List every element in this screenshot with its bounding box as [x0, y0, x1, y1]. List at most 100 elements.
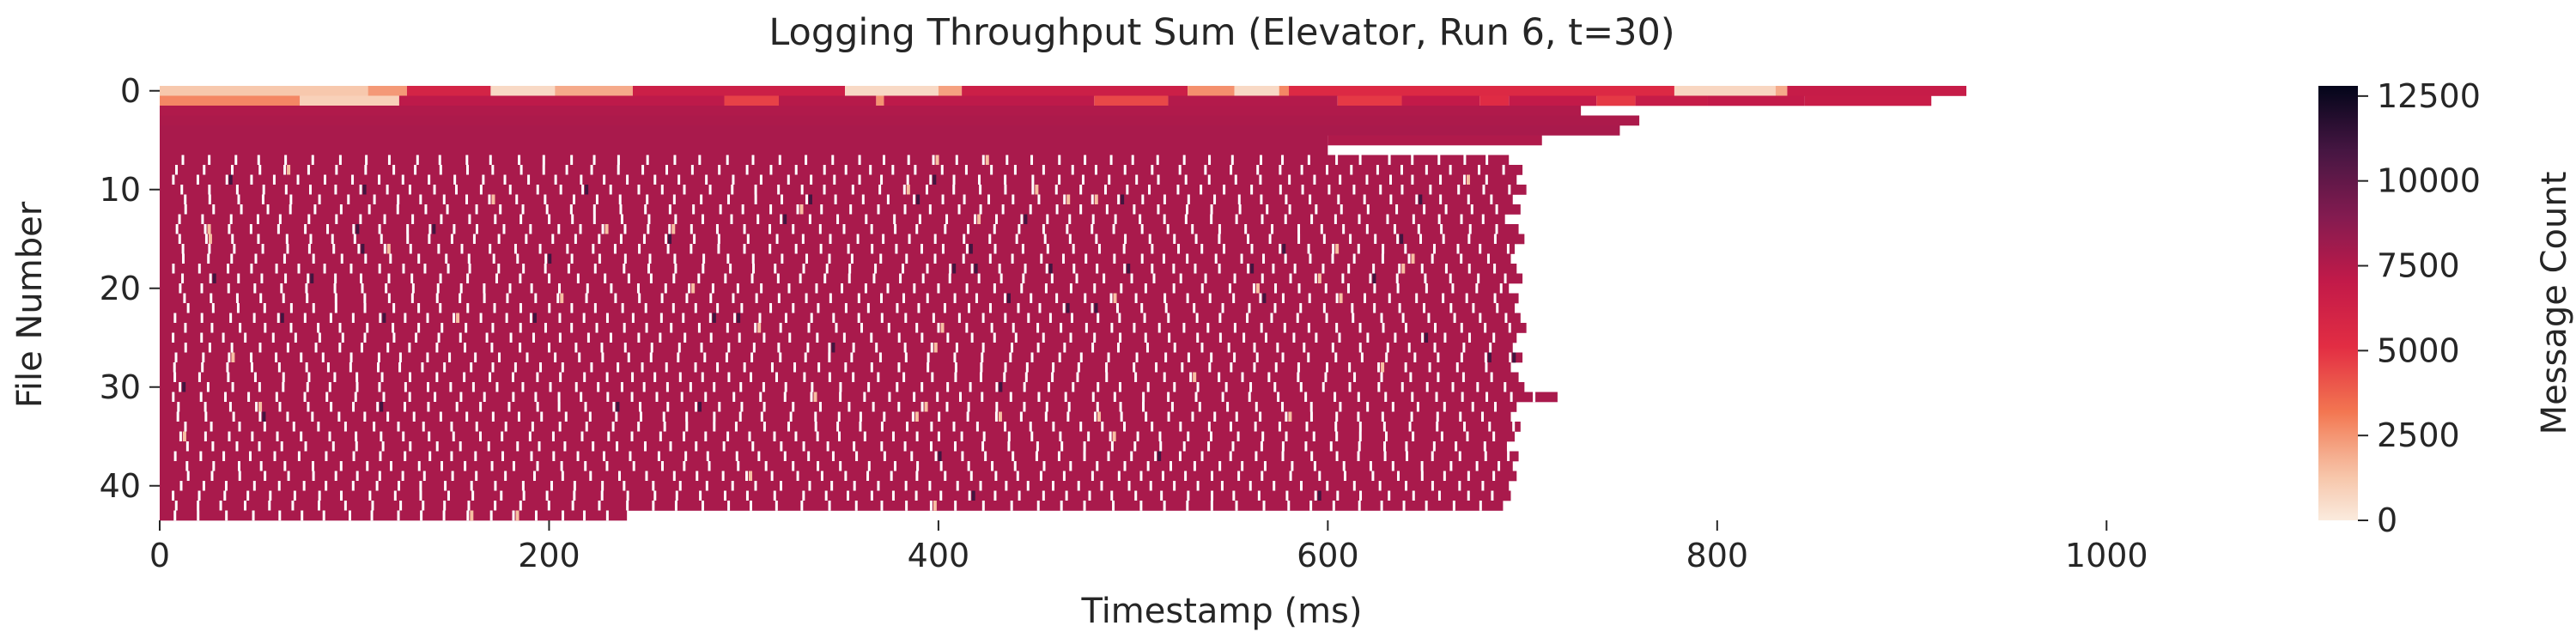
heatmap-gap: [647, 214, 651, 225]
heatmap-gap: [1003, 293, 1006, 304]
heatmap-gap: [1379, 185, 1382, 195]
heatmap-gap: [1072, 264, 1076, 274]
heatmap-gap: [565, 165, 568, 175]
heatmap-gap: [1398, 264, 1401, 274]
heatmap-gap: [644, 303, 647, 313]
heatmap-gap: [271, 332, 275, 343]
heatmap-gap: [937, 431, 940, 442]
heatmap-gap: [853, 441, 856, 452]
heatmap-cell: [813, 392, 817, 403]
heatmap-gap: [1108, 174, 1111, 185]
heatmap-gap: [1279, 185, 1282, 195]
heatmap-gap: [886, 283, 890, 294]
heatmap-gap: [504, 471, 507, 482]
heatmap-gap: [317, 422, 320, 432]
heatmap-gap: [1157, 204, 1160, 215]
heatmap-gap: [289, 303, 293, 313]
heatmap-gap: [1449, 461, 1453, 471]
heatmap-gap: [1161, 471, 1164, 482]
heatmap-gap: [1013, 461, 1017, 471]
heatmap-gap: [399, 501, 403, 511]
heatmap-gap: [494, 214, 497, 225]
heatmap-gap: [379, 313, 382, 324]
heatmap-gap: [981, 313, 985, 324]
heatmap-gap: [1228, 283, 1231, 294]
heatmap-gap: [491, 411, 495, 422]
heatmap-gap: [1191, 224, 1194, 234]
heatmap-gap: [202, 352, 205, 363]
heatmap-gap: [534, 293, 538, 304]
heatmap-gap: [708, 313, 712, 324]
heatmap-gap: [598, 253, 601, 264]
heatmap-gap: [1247, 234, 1250, 245]
heatmap-gap: [969, 471, 973, 482]
heatmap-gap: [1077, 481, 1080, 491]
heatmap-cell: [969, 244, 973, 254]
heatmap-gap: [181, 273, 185, 284]
heatmap-gap: [743, 244, 746, 254]
heatmap-gap: [1383, 441, 1387, 452]
heatmap-gap: [283, 253, 286, 264]
heatmap-gap: [759, 174, 762, 185]
heatmap-gap: [968, 490, 971, 501]
heatmap-gap: [702, 264, 705, 274]
heatmap-gap: [185, 461, 189, 471]
heatmap-gap: [1400, 185, 1404, 195]
heatmap-gap: [1193, 461, 1196, 471]
heatmap-gap: [542, 165, 545, 175]
heatmap-gap: [357, 244, 361, 254]
heatmap-gap: [979, 204, 982, 215]
heatmap-gap: [1020, 214, 1024, 225]
heatmap-gap: [1283, 323, 1286, 333]
heatmap-gap: [309, 234, 313, 245]
heatmap-gap: [1184, 471, 1188, 482]
heatmap-gap: [1177, 244, 1181, 254]
heatmap-gap: [277, 362, 281, 373]
heatmap-gap: [913, 194, 916, 205]
heatmap-gap: [990, 165, 993, 175]
heatmap-gap: [636, 283, 640, 294]
heatmap-gap: [1380, 313, 1383, 324]
heatmap-gap: [579, 224, 582, 234]
heatmap-gap: [312, 471, 315, 482]
heatmap-gap: [227, 372, 230, 383]
heatmap-gap: [1069, 461, 1072, 471]
heatmap-gap: [1495, 224, 1498, 234]
heatmap-gap: [361, 283, 364, 294]
heatmap-gap: [1437, 214, 1441, 225]
heatmap-gap: [440, 323, 444, 333]
heatmap-gap: [600, 343, 604, 353]
heatmap-gap: [987, 194, 990, 205]
heatmap-gap: [817, 362, 821, 373]
heatmap-gap: [1079, 204, 1083, 215]
heatmap-gap: [467, 501, 471, 511]
heatmap-gap: [1139, 501, 1143, 511]
heatmap-gap: [557, 402, 561, 412]
heatmap-gap: [1013, 165, 1017, 175]
heatmap-gap: [1169, 461, 1172, 471]
heatmap-cell: [605, 224, 609, 234]
heatmap-gap: [439, 165, 442, 175]
heatmap-gap: [200, 313, 204, 324]
heatmap-gap: [844, 303, 848, 313]
heatmap-gap: [227, 264, 230, 274]
heatmap-gap: [1005, 481, 1008, 491]
heatmap-gap: [1284, 253, 1287, 264]
heatmap-gap: [1425, 501, 1428, 511]
heatmap-gap: [318, 501, 321, 511]
heatmap-gap: [262, 185, 265, 195]
heatmap-gap: [1058, 174, 1061, 185]
heatmap-gap: [519, 501, 522, 511]
heatmap-gap: [1304, 441, 1308, 452]
heatmap-gap: [1431, 253, 1434, 264]
heatmap-gap: [470, 362, 473, 373]
heatmap-gap: [204, 402, 207, 412]
heatmap-gap: [879, 253, 883, 264]
heatmap-gap: [639, 402, 642, 412]
heatmap-gap: [897, 332, 901, 343]
heatmap-gap: [806, 343, 810, 353]
heatmap-gap: [777, 293, 781, 304]
heatmap-gap: [1479, 244, 1482, 254]
heatmap-gap: [1347, 264, 1351, 274]
heatmap-gap: [1218, 461, 1222, 471]
